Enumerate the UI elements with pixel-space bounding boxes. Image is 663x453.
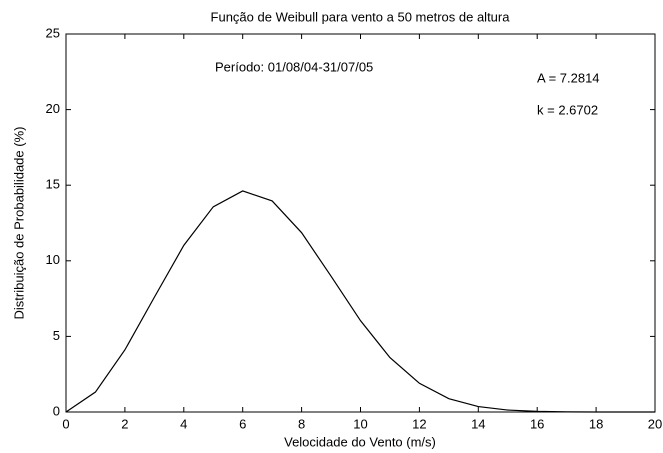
- x-tick-label: 10: [353, 416, 367, 431]
- x-tick-label: 6: [239, 416, 246, 431]
- y-tick-label: 5: [53, 328, 60, 343]
- y-tick-label: 10: [46, 252, 60, 267]
- y-axis-label: Distribuição de Probabilidade (%): [11, 127, 26, 320]
- x-tick-label: 0: [62, 416, 69, 431]
- y-tick-label: 15: [46, 177, 60, 192]
- x-tick-label: 14: [471, 416, 485, 431]
- x-tick-label: 20: [648, 416, 662, 431]
- x-tick-label: 12: [412, 416, 426, 431]
- x-axis-label: Velocidade do Vento (m/s): [284, 434, 436, 449]
- x-tick-label: 18: [589, 416, 603, 431]
- annotation: A = 7.2814: [537, 70, 600, 85]
- x-tick-label: 8: [298, 416, 305, 431]
- x-tick-label: 16: [530, 416, 544, 431]
- annotation: Período: 01/08/04-31/07/05: [215, 59, 373, 74]
- chart-title: Função de Weibull para vento a 50 metros…: [211, 9, 511, 24]
- x-tick-label: 4: [180, 416, 187, 431]
- x-tick-label: 2: [121, 416, 128, 431]
- y-tick-label: 20: [46, 101, 60, 116]
- y-tick-label: 0: [53, 403, 60, 418]
- data-line: [65, 190, 655, 413]
- annotation: k = 2.6702: [537, 102, 598, 117]
- y-tick-label: 25: [46, 25, 60, 40]
